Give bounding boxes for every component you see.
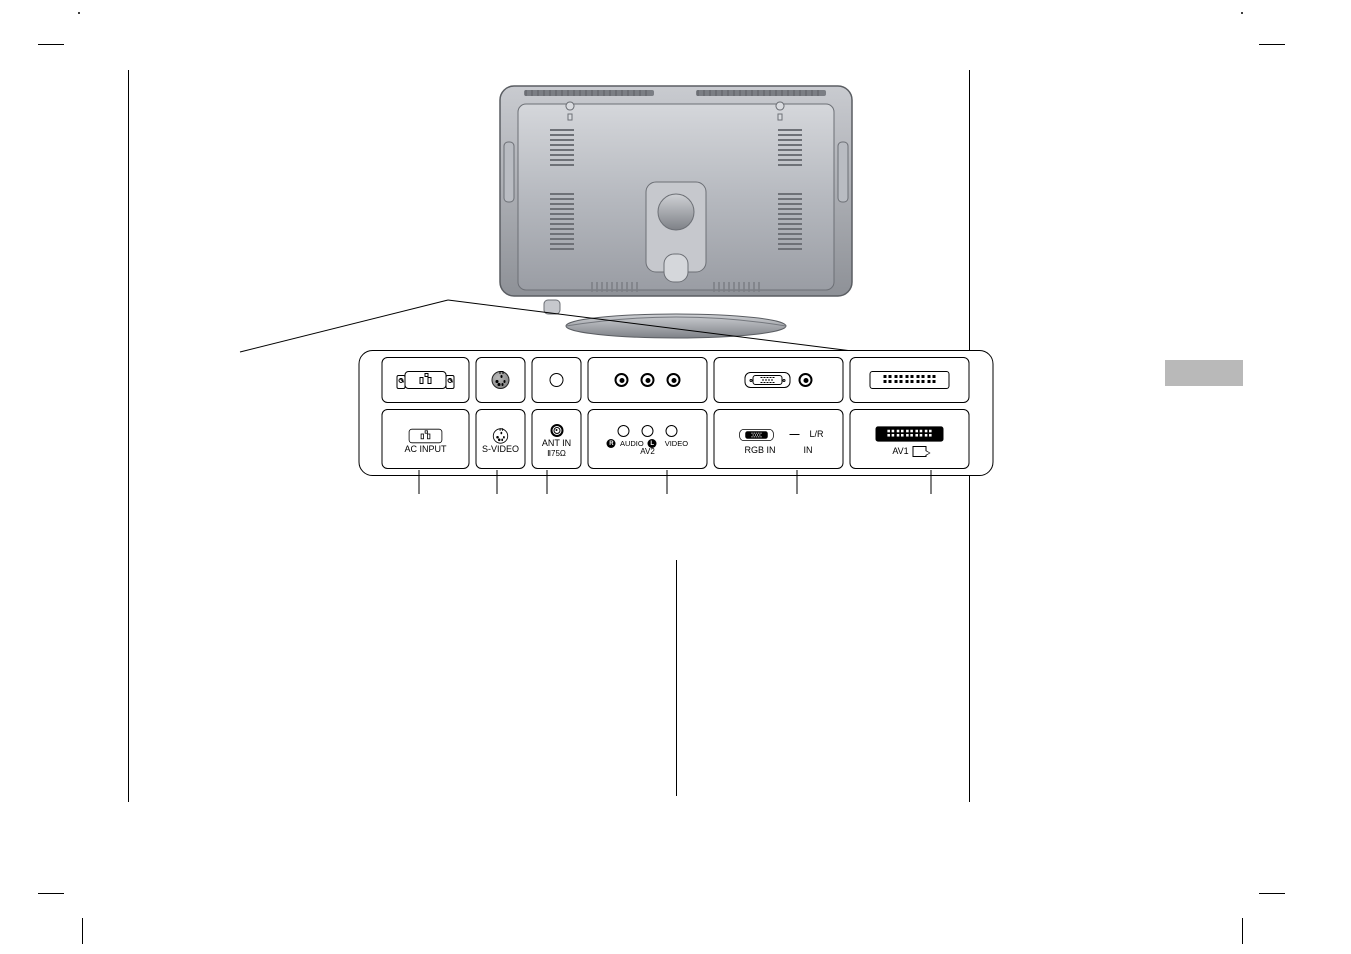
thumb-tab xyxy=(1165,360,1243,386)
rgb-label-cell: L/R RGB IN IN xyxy=(714,409,844,469)
column-divider xyxy=(676,560,677,796)
in-label: IN xyxy=(804,446,813,456)
dash-icon xyxy=(789,434,799,436)
av1-scart-icon xyxy=(850,357,970,403)
in-out-icon xyxy=(913,446,927,457)
crop-mark xyxy=(78,12,80,14)
connector-panel: AC INPUT S-VIDEO ANT IN Ⅱ75Ω xyxy=(358,350,993,476)
ac-input-label: AC INPUT xyxy=(404,445,446,455)
lr-label: L/R xyxy=(809,430,823,440)
rgb-in-label: RGB IN xyxy=(744,446,775,456)
crop-mark xyxy=(1241,12,1243,14)
av2-ports-icon xyxy=(588,357,708,403)
panel-top-row xyxy=(365,357,986,403)
crop-mark xyxy=(38,893,64,894)
video-label: VIDEO xyxy=(665,439,688,448)
ac-input-label-cell: AC INPUT xyxy=(382,409,470,469)
monitor-rear-illustration xyxy=(496,82,856,342)
antenna-port-icon xyxy=(532,357,582,403)
av1-label-cell: AV1 xyxy=(850,409,970,469)
av2-label-cell: R AUDIO L VIDEO AV2 xyxy=(588,409,708,469)
callout-leader xyxy=(440,300,441,301)
ac-input-port-icon xyxy=(382,357,470,403)
av1-label: AV1 xyxy=(892,447,908,457)
s-video-port-icon xyxy=(476,357,526,403)
crop-mark xyxy=(82,918,83,944)
s-video-label: S-VIDEO xyxy=(482,445,519,455)
crop-mark xyxy=(1242,918,1243,944)
panel-bottom-row: AC INPUT S-VIDEO ANT IN Ⅱ75Ω xyxy=(365,409,986,469)
rgb-ports-icon xyxy=(714,357,844,403)
av2-label: AV2 xyxy=(640,448,655,457)
ant-in-label: ANT IN xyxy=(542,438,571,448)
callout-ticks xyxy=(358,470,993,500)
antenna-label-cell: ANT IN Ⅱ75Ω xyxy=(532,409,582,469)
s-video-label-cell: S-VIDEO xyxy=(476,409,526,469)
crop-mark xyxy=(38,44,64,45)
audio-r-badge-icon: R xyxy=(607,439,616,448)
crop-mark xyxy=(1259,44,1285,45)
crop-mark xyxy=(1259,893,1285,894)
ant-ohm-label: Ⅱ75Ω xyxy=(547,449,566,458)
